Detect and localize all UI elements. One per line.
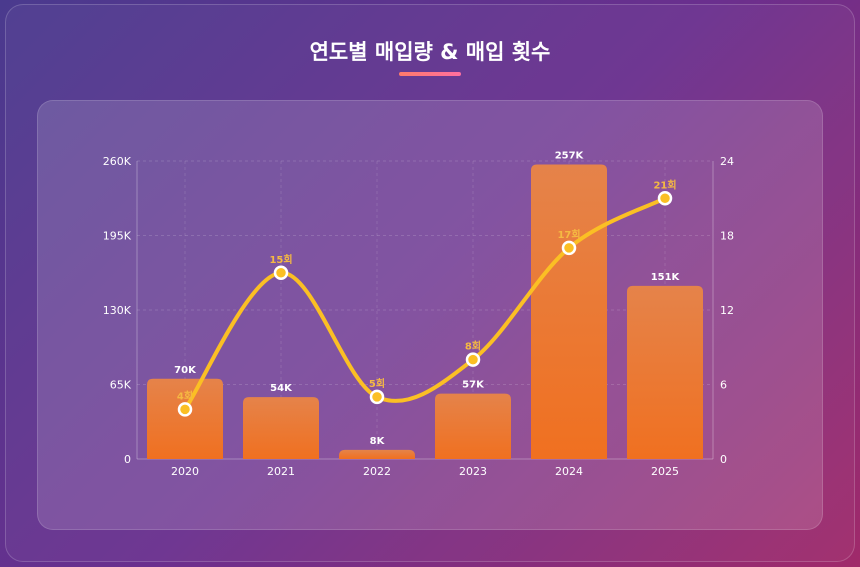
line-point (561, 240, 577, 256)
bar-label: 257K (555, 150, 585, 161)
x-tick: 2025 (651, 465, 679, 478)
y-left-tick: 195K (103, 230, 132, 243)
x-tick: 2022 (363, 465, 391, 478)
line-label: 21회 (653, 178, 676, 191)
x-tick: 2021 (267, 465, 295, 478)
x-tick: 2020 (171, 465, 199, 478)
bar-label: 54K (270, 383, 293, 394)
line-label: 17회 (557, 228, 580, 241)
y-left-tick: 65K (110, 379, 132, 392)
bar (435, 393, 511, 459)
y-right-tick: 18 (720, 230, 734, 243)
y-right-tick: 0 (720, 453, 727, 466)
chart-title: 연도별 매입량 & 매입 횟수 (309, 40, 551, 64)
line-point (657, 191, 673, 206)
bar-label: 70K (174, 365, 197, 376)
bar (243, 397, 319, 459)
line-label: 15회 (269, 253, 292, 266)
x-tick: 2023 (459, 465, 487, 478)
y-right-tick: 12 (720, 304, 734, 317)
bar (339, 449, 415, 459)
title-underline (399, 72, 461, 76)
y-left-tick: 260K (103, 155, 132, 168)
y-left-tick: 130K (103, 304, 132, 317)
line-point (273, 265, 289, 280)
line-point (177, 402, 193, 417)
bar (531, 164, 607, 459)
bar-label: 8K (370, 436, 386, 447)
y-left-tick: 0 (124, 453, 131, 466)
line-label: 4회 (177, 389, 193, 402)
x-tick: 2024 (555, 465, 583, 478)
chart-card (5, 4, 855, 562)
line-point (369, 389, 385, 405)
bar (627, 285, 703, 459)
line-point (465, 352, 481, 367)
bar-label: 151K (651, 272, 681, 283)
y-right-tick: 6 (720, 379, 727, 392)
line-label: 5회 (369, 377, 385, 390)
bar-label: 57K (462, 380, 485, 391)
line-label: 8회 (465, 340, 481, 353)
y-right-tick: 24 (720, 155, 734, 168)
bar (147, 378, 223, 459)
